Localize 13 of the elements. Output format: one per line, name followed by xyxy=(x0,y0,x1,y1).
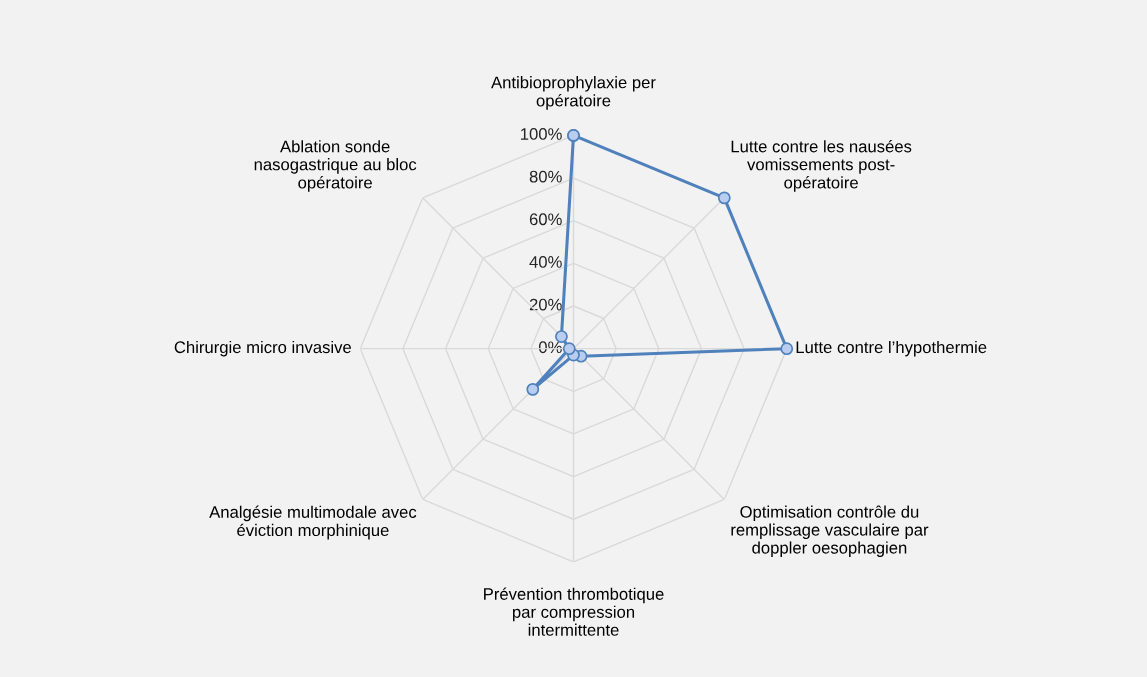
spoke-label: Antibioprophylaxie per opératoire xyxy=(491,76,656,110)
spoke-label: Ablation sonde nasogastrique au bloc opératoire xyxy=(254,140,417,192)
spoke-label: Prévention thrombotique par compression intermittente xyxy=(484,587,664,636)
spoke-label: Optimisation contrôle du remplissage vasculaire par doppler oesophagien xyxy=(731,505,929,557)
y-tick-label: 60% xyxy=(529,213,562,226)
spoke-label: Lutte contre les nausées vomissements post- opératoire xyxy=(731,139,912,192)
y-tick-label: 40% xyxy=(529,256,562,268)
y-tick-label: 80% xyxy=(529,170,562,183)
y-tick-label: 100% xyxy=(521,128,562,140)
y-tick-label: 20% xyxy=(529,298,562,311)
spoke-label: Lutte contre l’hypothermie xyxy=(796,340,987,357)
spoke-label: Chirurgie micro invasive xyxy=(174,340,351,357)
spoke-label: Analgésie multimodale avec éviction morphinique xyxy=(209,505,417,540)
